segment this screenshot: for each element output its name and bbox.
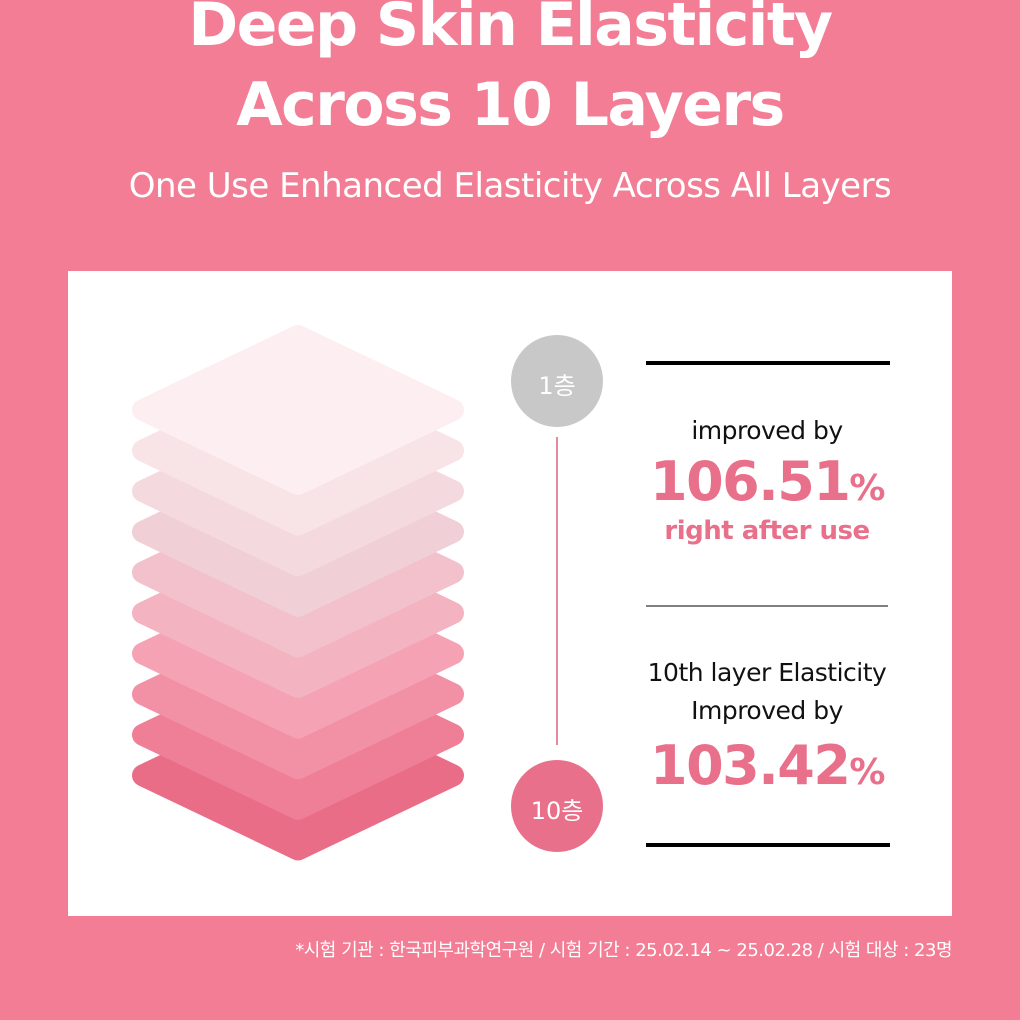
subtitle: One Use Enhanced Elasticity Across All L… <box>128 166 892 206</box>
skin-layer <box>132 325 464 495</box>
layer-label: 1층 <box>538 372 576 400</box>
result-note: right after use <box>664 516 870 546</box>
title-line: Across 10 Layers <box>236 70 785 140</box>
layer-stack <box>132 325 464 861</box>
result-value: 103.42% <box>620 734 914 797</box>
bottom-circle <box>511 760 603 852</box>
footnote: *시험 기관 : 한국피부과학연구원 / 시험 기간 : 25.02.14 ~ … <box>295 940 952 961</box>
layer-label: 10층 <box>530 797 584 825</box>
value-number: 106.51 <box>650 450 851 513</box>
result-text: Improved by <box>691 696 843 725</box>
top-circle <box>511 335 603 427</box>
result-value: 106.51% <box>620 450 914 513</box>
value-number: 103.42 <box>650 734 851 797</box>
result-text: 10th layer Elasticity <box>647 658 887 687</box>
value-unit: % <box>849 752 885 793</box>
title-line: Deep Skin Elasticity <box>188 0 833 60</box>
result-text: improved by <box>691 416 843 445</box>
value-unit: % <box>849 468 885 509</box>
